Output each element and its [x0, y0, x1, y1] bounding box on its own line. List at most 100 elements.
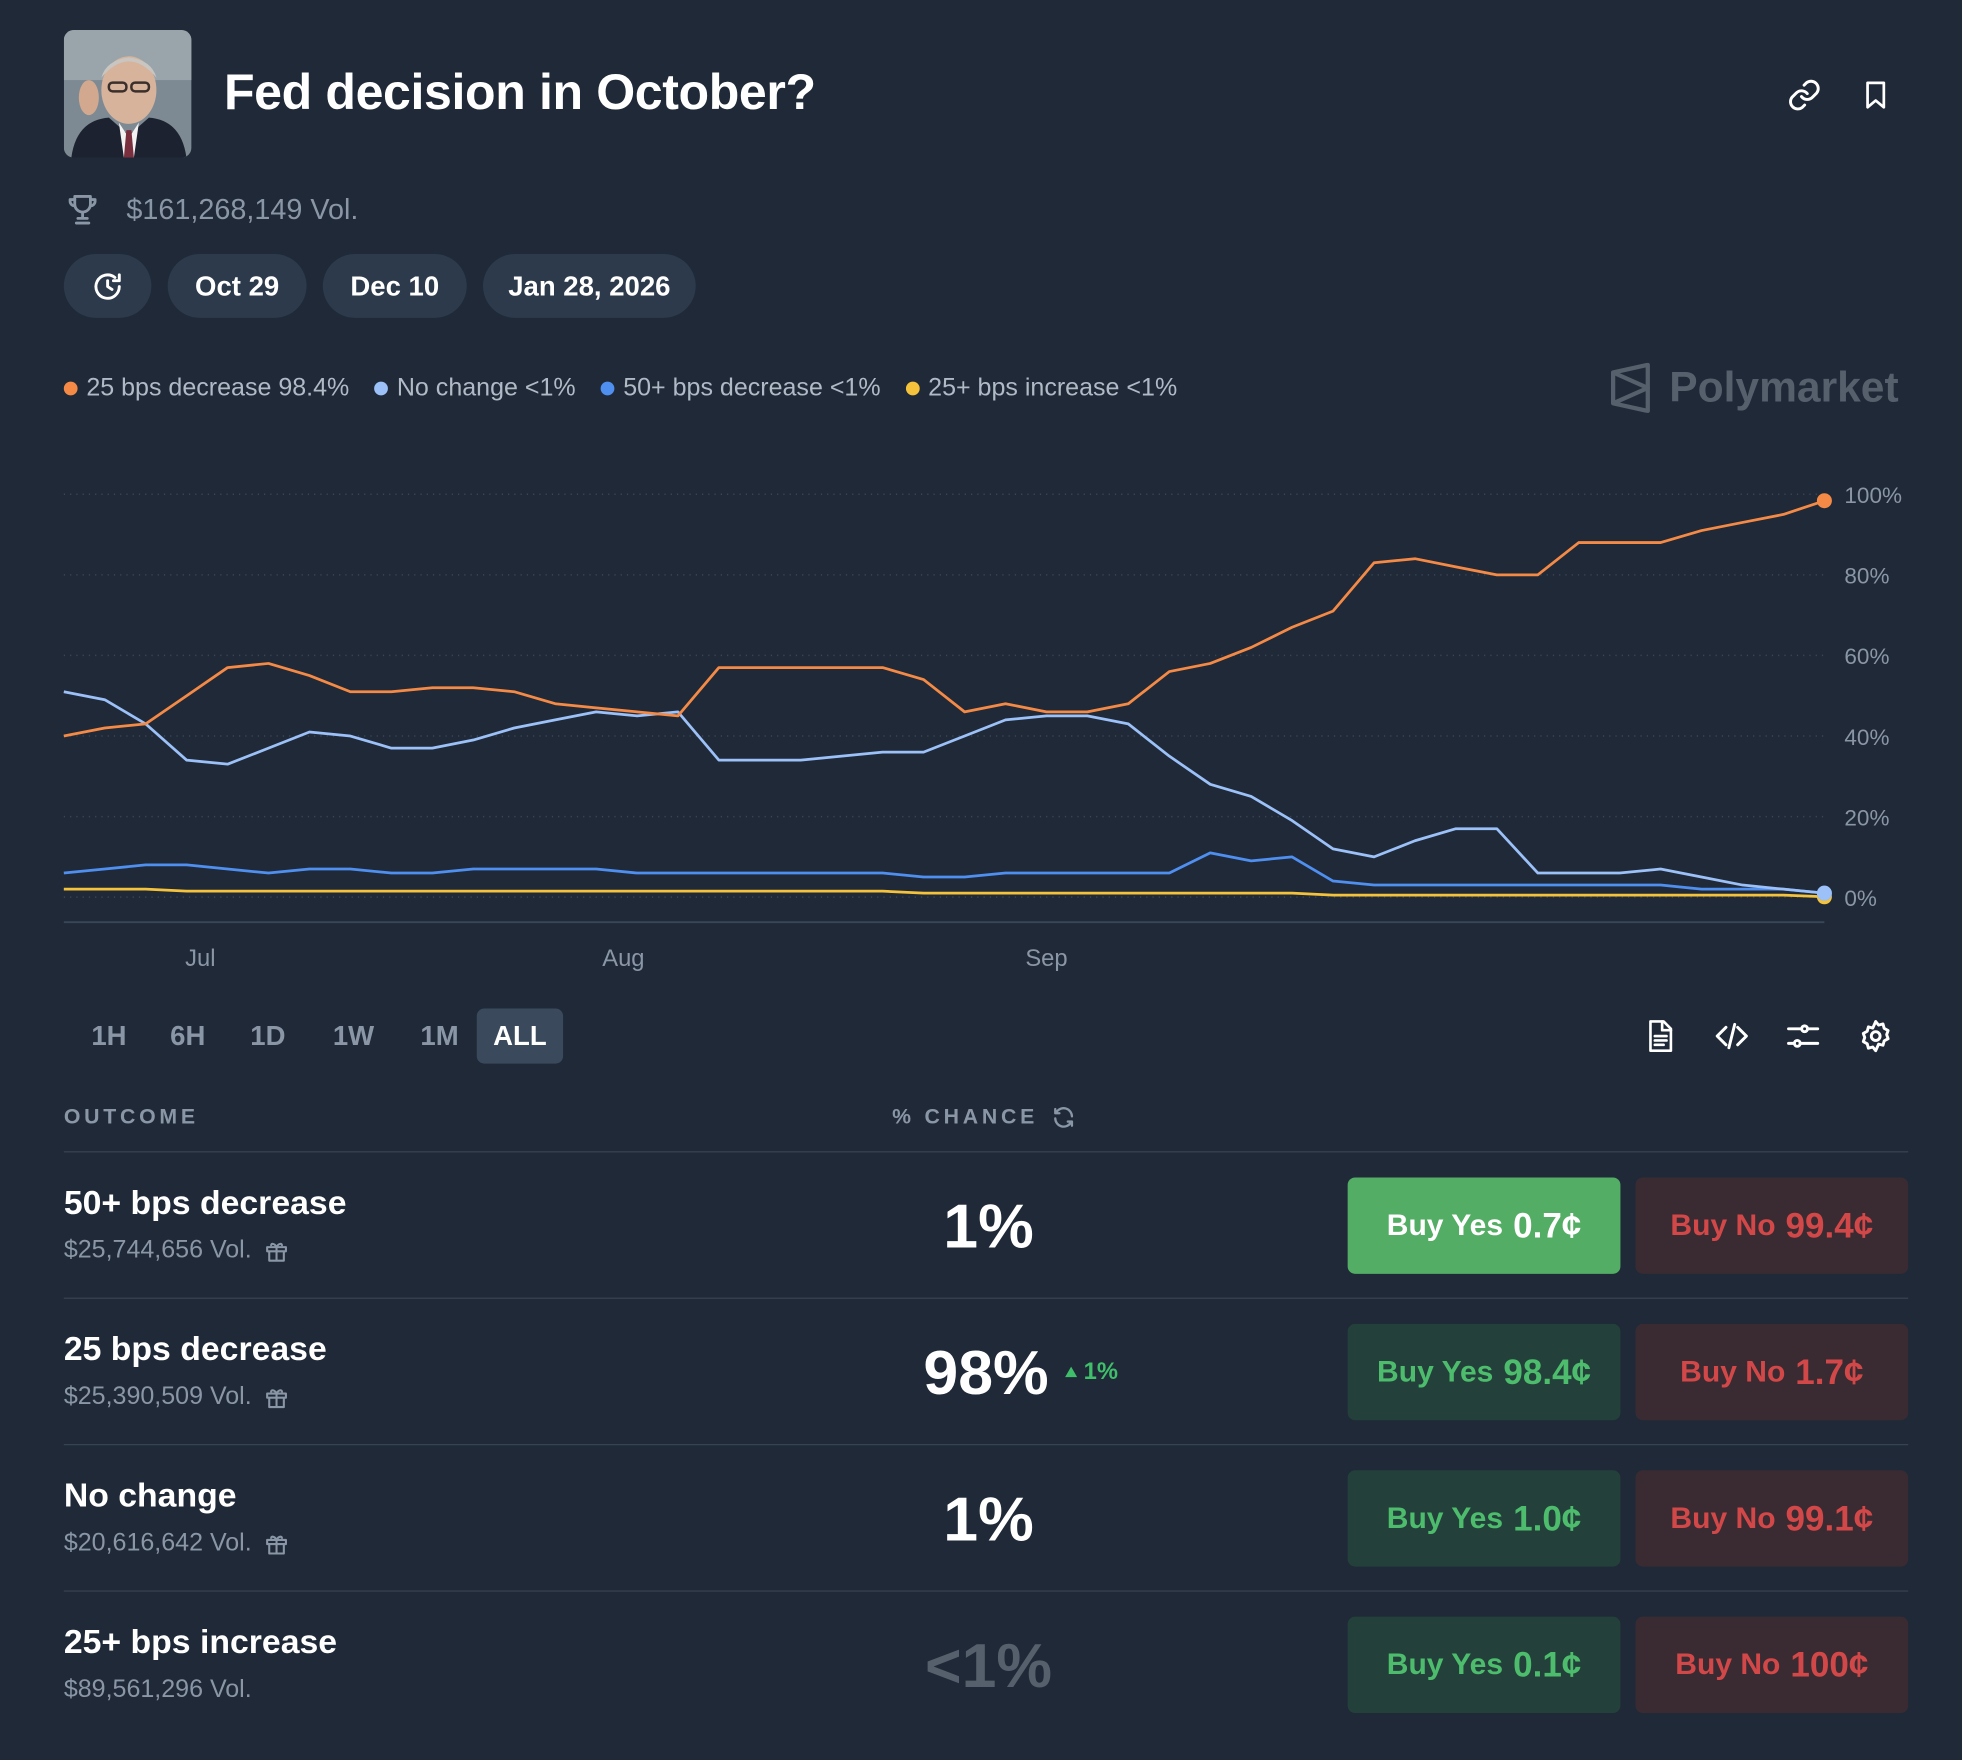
buy-yes-label: Buy Yes: [1386, 1208, 1504, 1242]
total-volume: $161,268,149 Vol.: [64, 190, 359, 228]
outcome-volume-text: $20,616,642 Vol.: [63, 1529, 252, 1557]
x-tick-label: Sep: [1025, 945, 1067, 972]
buy-no-label: Buy No: [1680, 1354, 1786, 1389]
series-line-50-bps-decrease: [63, 851, 1825, 895]
legend-dot: [600, 381, 615, 396]
outcome-volume: $89,561,296 Vol.: [64, 1675, 252, 1704]
series-end-dot: [1816, 493, 1832, 509]
polymarket-watermark: Polymarket: [1607, 362, 1899, 413]
outcome-volume-text: $25,390,509 Vol.: [63, 1382, 252, 1411]
buy-yes-label: Buy Yes: [1386, 1500, 1504, 1535]
chart-legend: 25 bps decrease 98.4% No change <1% 50+ …: [63, 374, 1178, 403]
y-tick-label: 0%: [1844, 886, 1877, 911]
outcome-row[interactable]: No change $20,616,642 Vol. 1% Buy Yes 1.0…: [0, 1445, 1962, 1591]
embed-code-icon[interactable]: [1712, 1016, 1752, 1056]
buy-yes-button[interactable]: Buy Yes 98.4¢: [1347, 1323, 1621, 1421]
buy-no-label: Buy No: [1670, 1500, 1776, 1535]
outcome-name: 25+ bps increase: [63, 1622, 338, 1661]
watermark-text: Polymarket: [1669, 363, 1899, 412]
gift-icon: [264, 1385, 289, 1410]
x-tick-label: Aug: [602, 945, 644, 972]
legend-item: 25+ bps increase <1%: [905, 374, 1178, 403]
polymarket-logo-icon: [1607, 362, 1655, 413]
filter-sliders-icon[interactable]: [1783, 1016, 1823, 1056]
series-end-dot: [1816, 885, 1832, 901]
price-chart[interactable]: 0% 20% 40% 60% 80% 100% Jul Aug Sep: [0, 450, 1962, 988]
gift-icon: [264, 1238, 289, 1263]
legend-dot: [905, 381, 920, 396]
outcome-volume: $20,616,642 Vol.: [64, 1529, 289, 1558]
document-icon[interactable]: [1639, 1016, 1679, 1056]
timeframe-1m[interactable]: 1M: [420, 1019, 459, 1052]
buy-yes-button[interactable]: Buy Yes 0.7¢: [1347, 1177, 1621, 1274]
legend-item: 50+ bps decrease <1%: [600, 374, 881, 403]
outcome-header-label: OUTCOME: [63, 1104, 199, 1129]
buy-no-price: 1.7¢: [1795, 1352, 1864, 1391]
market-avatar: [63, 30, 192, 158]
outcome-column-header: OUTCOME: [64, 1105, 199, 1130]
outcome-chance: 98%: [923, 1337, 1049, 1408]
timeframe-6h[interactable]: 6H: [170, 1019, 206, 1052]
x-tick-label: Jul: [185, 945, 215, 972]
total-volume-text: $161,268,149 Vol.: [126, 192, 359, 225]
outcome-volume: $25,390,509 Vol.: [64, 1383, 289, 1412]
outcome-row[interactable]: 25+ bps increase $89,561,296 Vol. <1% Bu…: [0, 1592, 1962, 1738]
legend-dot: [63, 381, 78, 396]
legend-label: 25 bps decrease 98.4%: [86, 374, 350, 402]
buy-yes-label: Buy Yes: [1377, 1354, 1494, 1389]
trophy-icon: [64, 190, 102, 228]
y-tick-label: 100%: [1844, 483, 1902, 508]
legend-label: 50+ bps decrease <1%: [623, 374, 881, 402]
buy-no-price: 99.1¢: [1785, 1498, 1874, 1538]
outcome-chance: <1%: [925, 1630, 1053, 1701]
outcome-row[interactable]: 25 bps decrease $25,390,509 Vol. 98% 1% …: [0, 1299, 1962, 1445]
timeframe-1d[interactable]: 1D: [250, 1019, 286, 1052]
chance-change: 1%: [1064, 1359, 1118, 1387]
timeframe-1h[interactable]: 1H: [91, 1019, 127, 1052]
date-pill-dec-10[interactable]: Dec 10: [322, 254, 467, 318]
history-button[interactable]: [63, 254, 152, 318]
legend-dot: [374, 381, 389, 396]
y-tick-label: 20%: [1844, 805, 1889, 830]
settings-gear-icon[interactable]: [1856, 1016, 1896, 1056]
timeframe-1w[interactable]: 1W: [332, 1019, 375, 1052]
chance-column-header: % CHANCE: [892, 1105, 1075, 1130]
buy-no-button[interactable]: Buy No 99.4¢: [1635, 1177, 1909, 1274]
buy-no-label: Buy No: [1675, 1647, 1781, 1682]
buy-yes-price: 0.1¢: [1513, 1644, 1582, 1684]
buy-no-label: Buy No: [1670, 1208, 1776, 1242]
bookmark-icon[interactable]: [1856, 73, 1896, 118]
up-triangle-icon: [1064, 1365, 1079, 1380]
legend-item: No change <1%: [374, 374, 576, 403]
series-line-25-bps-increase: [63, 887, 1825, 899]
history-icon: [90, 268, 125, 303]
buy-yes-button[interactable]: Buy Yes 0.1¢: [1347, 1616, 1621, 1714]
series-line-no-change: [63, 690, 1825, 895]
gift-icon: [264, 1531, 289, 1556]
table-divider: [63, 1151, 1909, 1153]
refresh-icon[interactable]: [1051, 1105, 1076, 1130]
table-divider: [63, 1590, 1909, 1592]
outcome-row[interactable]: 50+ bps decrease $25,744,656 Vol. 1% Buy…: [0, 1152, 1962, 1298]
table-divider: [63, 1444, 1909, 1446]
outcome-volume-text: $25,744,656 Vol.: [63, 1236, 252, 1264]
buy-no-button[interactable]: Buy No 1.7¢: [1635, 1323, 1909, 1421]
buy-yes-price: 98.4¢: [1503, 1352, 1592, 1391]
buy-no-button[interactable]: Buy No 99.1¢: [1635, 1470, 1909, 1567]
date-pill-oct-29[interactable]: Oct 29: [167, 254, 307, 318]
y-tick-label: 40%: [1844, 725, 1889, 750]
buy-no-price: 99.4¢: [1785, 1205, 1874, 1245]
buy-yes-price: 0.7¢: [1513, 1205, 1582, 1245]
legend-label: 25+ bps increase <1%: [928, 374, 1178, 402]
market-title: Fed decision in October?: [223, 65, 816, 121]
buy-yes-button[interactable]: Buy Yes 1.0¢: [1347, 1470, 1621, 1567]
link-icon[interactable]: [1784, 73, 1824, 118]
chance-header-label: % CHANCE: [892, 1104, 1039, 1129]
buy-no-button[interactable]: Buy No 100¢: [1635, 1616, 1909, 1714]
outcome-chance: 1%: [943, 1484, 1034, 1555]
outcome-volume: $25,744,656 Vol.: [64, 1236, 289, 1265]
buy-no-price: 100¢: [1790, 1644, 1869, 1684]
timeframe-all[interactable]: ALL: [476, 1008, 564, 1064]
date-pill-jan-28-2026[interactable]: Jan 28, 2026: [483, 254, 696, 318]
